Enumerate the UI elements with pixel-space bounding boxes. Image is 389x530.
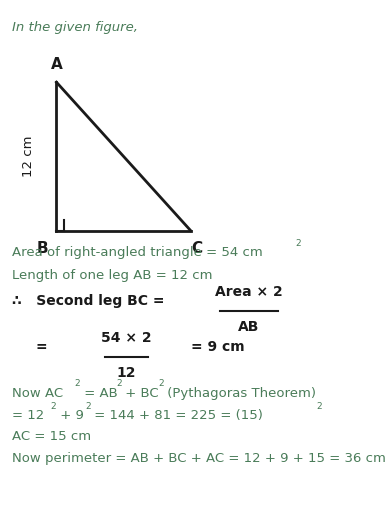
Text: 2: 2 bbox=[158, 379, 163, 388]
Text: = 9 cm: = 9 cm bbox=[191, 340, 244, 354]
Text: AB: AB bbox=[238, 320, 259, 334]
Text: 12: 12 bbox=[117, 366, 136, 379]
Text: 2: 2 bbox=[316, 402, 321, 411]
Text: 2: 2 bbox=[75, 379, 80, 388]
Text: Now AC: Now AC bbox=[12, 387, 63, 400]
Text: Area × 2: Area × 2 bbox=[215, 285, 283, 299]
Text: (Pythagoras Theorem): (Pythagoras Theorem) bbox=[163, 387, 315, 400]
Text: B: B bbox=[36, 241, 48, 256]
Text: 12 cm: 12 cm bbox=[21, 136, 35, 177]
Text: 2: 2 bbox=[86, 402, 91, 411]
Text: = AB: = AB bbox=[80, 387, 117, 400]
Text: ∴   Second leg BC =: ∴ Second leg BC = bbox=[12, 294, 164, 308]
Text: AC = 15 cm: AC = 15 cm bbox=[12, 430, 91, 444]
Text: + 9: + 9 bbox=[56, 409, 84, 422]
Text: 2: 2 bbox=[51, 402, 56, 411]
Text: =: = bbox=[35, 340, 47, 354]
Text: + BC: + BC bbox=[121, 387, 159, 400]
Text: Length of one leg AB = 12 cm: Length of one leg AB = 12 cm bbox=[12, 269, 212, 282]
Text: 54 × 2: 54 × 2 bbox=[101, 331, 152, 345]
Text: C: C bbox=[191, 241, 202, 256]
Text: In the given figure,: In the given figure, bbox=[12, 21, 138, 34]
Text: = 12: = 12 bbox=[12, 409, 44, 422]
Text: A: A bbox=[51, 57, 62, 72]
Text: Area of right-angled triangle = 54 cm: Area of right-angled triangle = 54 cm bbox=[12, 246, 263, 260]
Text: 2: 2 bbox=[116, 379, 121, 388]
Text: 2: 2 bbox=[296, 239, 301, 248]
Text: = 144 + 81 = 225 = (15): = 144 + 81 = 225 = (15) bbox=[90, 409, 263, 422]
Text: Now perimeter = AB + BC + AC = 12 + 9 + 15 = 36 cm: Now perimeter = AB + BC + AC = 12 + 9 + … bbox=[12, 452, 385, 465]
